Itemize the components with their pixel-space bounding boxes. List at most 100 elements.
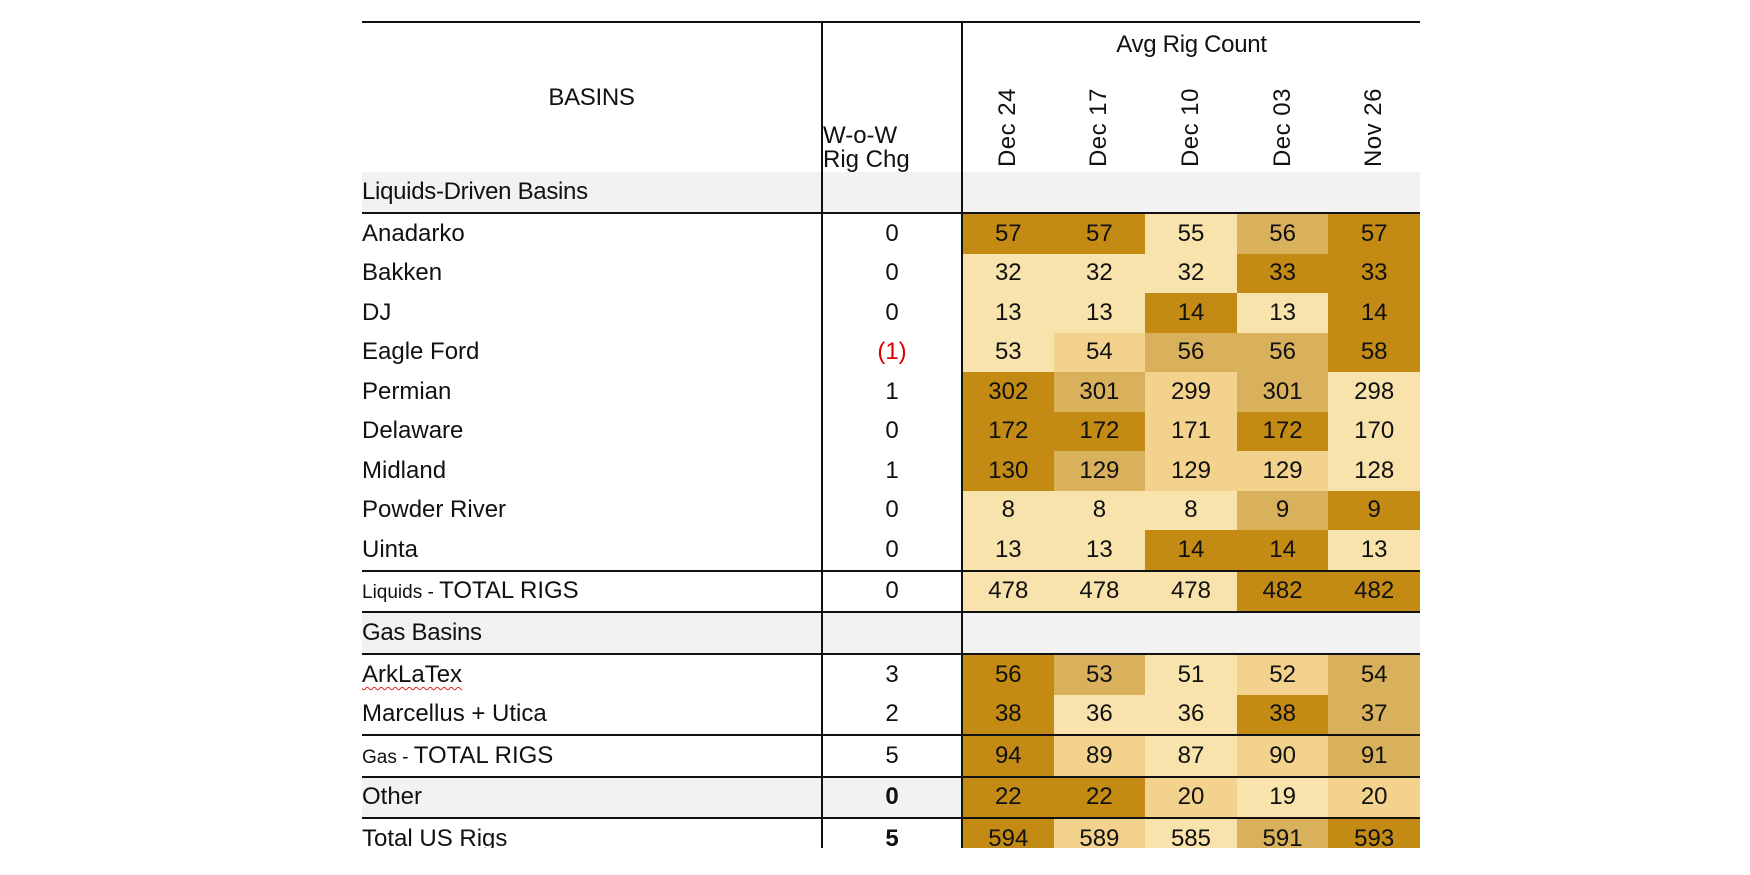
wow-change: 0 [821,293,962,333]
rig-count-cell: 8 [1145,490,1237,530]
rig-count-cell: 594 [961,818,1054,848]
wow-change: 0 [821,776,962,819]
rig-count-cell: 129 [1236,451,1329,491]
rig-count-table-container: BASINS W-o-W Rig Chg Avg Rig Count Dec 2… [362,21,1420,848]
rig-count-cell: 33 [1328,253,1420,293]
section-chg-blank [821,612,962,655]
section-chg-blank [821,172,962,214]
rig-count-cell: 8 [961,490,1054,530]
rig-count-cell: 8 [1053,490,1146,530]
week-header-label: Dec 10 [1176,87,1204,167]
basin-name: Total US Rigs [362,818,822,848]
table-row: Eagle Ford (1) 53 54 56 56 58 [362,332,1420,372]
basin-label: Permian [362,377,452,405]
rig-count-cell: 57 [961,213,1054,254]
rig-count-cell: 13 [1053,293,1146,333]
rig-count-cell: 9 [1328,490,1420,530]
week-header-label: Dec 03 [1268,87,1296,167]
rig-count-cell: 13 [961,293,1054,333]
rig-count-cell: 478 [961,569,1054,613]
rig-count-cell: 56 [1236,332,1329,372]
basin-name: Anadarko [362,213,822,254]
rig-count-cell: 32 [961,253,1054,293]
rig-count-cell: 9 [1236,490,1329,530]
wow-change-header-line2: Rig Chg [823,146,910,173]
basin-name: ArkLaTex [362,654,822,695]
wow-change: (1) [821,332,962,372]
table-row: Other 0 22 22 20 19 20 [362,776,1420,819]
rig-count-cell: 478 [1053,569,1146,613]
wow-change: 2 [821,694,962,735]
rig-count-cell: 593 [1328,818,1420,848]
rig-count-cell: 128 [1328,451,1420,491]
rig-count-cell: 14 [1145,293,1237,333]
basin-name: Uinta [362,530,822,571]
rig-count-cell: 90 [1236,734,1329,778]
rig-count-cell: 56 [1145,332,1237,372]
week-header-label: Nov 26 [1360,87,1388,167]
basin-name: Midland [362,451,822,491]
basin-label: Midland [362,456,447,484]
rig-count-cell: 13 [1236,293,1329,333]
rig-count-cell: 302 [961,372,1054,412]
wow-change: 0 [821,253,962,293]
table-row: Powder River 0 8 8 8 9 9 [362,490,1420,531]
week-header-dec-03: Dec 03 [1237,67,1329,172]
week-header-nov-26: Nov 26 [1328,67,1420,172]
basin-label: Bakken [362,259,443,287]
rig-count-cell: 94 [961,734,1054,778]
basin-name: Powder River [362,491,822,531]
section-header-row: Gas Basins [362,612,1420,655]
rig-count-cell: 14 [1145,530,1237,571]
rig-count-cell: 13 [1053,530,1146,571]
rig-count-cell: 52 [1236,654,1329,695]
table-row: Total US Rigs 5 594 589 585 591 593 [362,818,1420,848]
total-label-text: TOTAL RIGS [413,741,554,769]
basin-label: DJ [362,298,392,326]
rig-count-cell: 301 [1236,372,1329,412]
wow-change: 1 [821,372,962,412]
basin-label: ArkLaTex [362,660,463,688]
rig-count-cell: 129 [1053,451,1146,491]
basin-name: Permian [362,372,822,412]
week-header-dec-10: Dec 10 [1145,67,1237,172]
basin-label: Total US Rigs [362,824,508,848]
table-row: Bakken 0 32 32 32 33 33 [362,253,1420,293]
week-header-row: Dec 24 Dec 17 Dec 10 Dec 03 Nov 26 [362,67,1420,172]
wow-change: 5 [821,734,962,778]
rig-count-cell: 13 [961,530,1054,571]
basin-label: Other [362,783,423,811]
table-row: DJ 0 13 13 14 13 14 [362,293,1420,333]
rig-count-cell: 38 [1236,694,1329,735]
wow-change: 0 [821,569,962,613]
basin-label: Marcellus + Utica [362,700,547,728]
total-label-text: TOTAL RIGS [439,577,579,605]
rig-count-cell: 38 [961,694,1054,735]
rig-count-cell: 591 [1236,818,1329,848]
section-title: Liquids-Driven Basins [362,172,822,214]
rig-count-cell: 14 [1328,293,1420,333]
rig-count-cell: 22 [961,776,1054,819]
rig-count-cell: 32 [1053,253,1146,293]
rig-count-cell: 19 [1236,776,1329,819]
rig-count-cell: 22 [1053,776,1146,819]
table-row: Uinta 0 13 13 14 14 13 [362,530,1420,571]
table-row: Midland 1 130 129 129 129 128 [362,451,1420,491]
rig-count-cell: 130 [961,451,1054,491]
wow-change: 0 [821,213,962,254]
wow-change: 3 [821,654,962,695]
total-prefix: Gas - [362,746,414,768]
rig-count-cell: 129 [1145,451,1237,491]
rig-count-body: Liquids-Driven Basins Anadarko 0 57 57 55 56 57… [362,172,1420,848]
total-label: Gas - TOTAL RIGS [362,734,822,778]
basin-name: DJ [362,293,822,333]
rig-count-cell: 172 [1053,411,1146,451]
rig-count-cell: 478 [1145,569,1237,613]
rig-count-table: BASINS W-o-W Rig Chg Avg Rig Count Dec 2… [362,21,1420,848]
wow-change-header-line1: W-o-W [823,122,898,149]
total-row: Gas - TOTAL RIGS 5 94 89 87 90 91 [362,734,1420,778]
rig-count-cell: 58 [1328,332,1420,372]
rig-count-cell: 172 [961,411,1054,451]
basin-label: Delaware [362,417,464,445]
rig-count-cell: 299 [1145,372,1237,412]
